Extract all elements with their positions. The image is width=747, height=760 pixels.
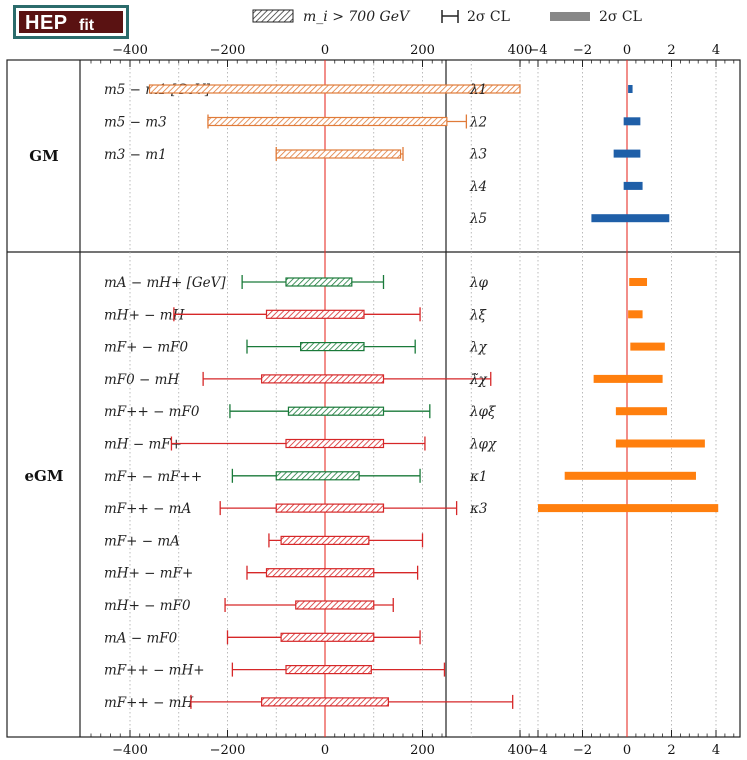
legend-hatched-swatch <box>252 9 294 23</box>
egm-coupling-bar <box>564 471 696 480</box>
egm-mass-label: mH+ − mF0 <box>104 598 191 614</box>
egm-mass-label: mF++ − mA <box>104 501 191 517</box>
egm-hatched-box <box>261 697 389 707</box>
egm-hatched-box <box>280 632 375 642</box>
right-tick-label-top: 4 <box>712 43 720 58</box>
egm-hatched-box <box>275 471 360 481</box>
egm-coupling-bar <box>628 310 643 319</box>
egm-hatched-box <box>287 406 385 416</box>
egm-mass-label: mH+ − mH <box>104 307 185 323</box>
right-tick-label-top: −2 <box>573 43 592 58</box>
right-tick-label-top: 0 <box>623 43 631 58</box>
egm-coupling-label: κ1 <box>469 469 487 485</box>
egm-coupling-bar <box>538 504 719 513</box>
right-tick-label-bottom: 2 <box>667 743 675 758</box>
logo-hep-text: HEP <box>25 12 68 34</box>
left-tick-label-top: −200 <box>210 43 246 58</box>
left-tick-label-top: 0 <box>321 43 329 58</box>
gm-coupling-label: λ2 <box>469 114 487 130</box>
legend: m_i > 700 GeV 2σ CL 2σ CL <box>252 9 642 25</box>
egm-coupling-bar <box>630 342 665 351</box>
section-label-gm: GM <box>29 147 58 165</box>
egm-hatched-box <box>275 503 385 513</box>
right-tick-label-top: −4 <box>528 43 547 58</box>
egm-coupling-bar <box>615 439 705 448</box>
legend-errorbar-label: 2σ CL <box>467 9 510 25</box>
gm-hatched-box <box>275 149 402 159</box>
right-tick-label-bottom: 0 <box>623 743 631 758</box>
gm-coupling-bar <box>591 214 670 223</box>
right-tick-label-bottom: 4 <box>712 743 720 758</box>
right-tick-label-top: 2 <box>667 43 675 58</box>
egm-mass-label: mF++ − mH <box>104 695 193 711</box>
gm-coupling-label: λ5 <box>469 211 487 227</box>
egm-hatched-box <box>300 342 365 352</box>
gm-coupling-bar <box>613 149 641 158</box>
gm-coupling-bar <box>623 181 643 190</box>
gm-mass-label: m3 − m1 <box>104 147 167 163</box>
egm-coupling-label: λφ <box>469 275 489 291</box>
egm-coupling-bar <box>615 407 668 416</box>
gm-coupling-label: λ1 <box>469 82 487 98</box>
gm-hatched-box <box>148 84 521 94</box>
egm-hatched-box <box>285 277 353 287</box>
legend-solid-swatch <box>550 12 590 21</box>
egm-mass-label: mF++ − mH+ <box>104 663 205 679</box>
logo-fit-text: fit <box>79 17 95 34</box>
egm-mass-label: mF+ − mA <box>104 533 180 549</box>
egm-coupling-label: λφξ <box>469 404 496 420</box>
gm-coupling-bar <box>623 117 641 126</box>
egm-mass-label: mF0 − mH <box>104 372 179 388</box>
egm-mass-label: mH+ − mF+ <box>104 566 193 582</box>
gm-coupling-bar <box>628 85 633 93</box>
egm-mass-label: mF+ − mF++ <box>104 469 202 485</box>
gm-mass-label: m5 − m3 <box>104 115 167 131</box>
right-tick-label-bottom: −2 <box>573 743 592 758</box>
left-tick-label-top: 400 <box>508 43 533 58</box>
left-tick-label-top: −400 <box>112 43 148 58</box>
egm-mass-label: mA − mF0 <box>104 630 178 646</box>
egm-coupling-label: κ3 <box>469 501 487 517</box>
left-tick-label-bottom: −200 <box>210 743 246 758</box>
egm-coupling-bar <box>629 278 648 286</box>
egm-hatched-box <box>261 374 385 384</box>
left-tick-label-bottom: −400 <box>112 743 148 758</box>
hepfit-logo: HEP fit <box>13 5 129 39</box>
egm-hatched-box <box>265 568 375 578</box>
gm-coupling-label: λ4 <box>469 179 487 195</box>
egm-hatched-box <box>280 535 370 546</box>
egm-coupling-label: λξ <box>469 307 487 323</box>
egm-mass-label: mH − mF+ <box>104 437 182 453</box>
left-tick-label-bottom: 0 <box>321 743 329 758</box>
egm-mass-label: mA − mH+ [GeV] <box>104 275 226 291</box>
egm-coupling-label: λχ <box>469 340 488 356</box>
legend-hatched-label: m_i > 700 GeV <box>303 9 411 25</box>
section-label-egm: eGM <box>25 467 64 485</box>
left-tick-label-bottom: 400 <box>508 743 533 758</box>
egm-hatched-box <box>285 438 385 449</box>
egm-mass-label: mF++ − mF0 <box>104 404 200 420</box>
egm-coupling-label: λφχ <box>469 437 497 453</box>
egm-mass-label: mF+ − mF0 <box>104 340 189 356</box>
egm-hatched-box <box>285 664 372 675</box>
legend-solid-label: 2σ CL <box>599 9 642 25</box>
left-tick-label-bottom: 200 <box>410 743 435 758</box>
egm-coupling-bar <box>593 374 663 383</box>
gm-hatched-box <box>207 116 448 127</box>
egm-hatched-box <box>265 309 365 319</box>
gm-coupling-label: λ3 <box>469 147 487 163</box>
left-tick-label-top: 200 <box>410 43 435 58</box>
right-tick-label-bottom: −4 <box>528 743 547 758</box>
egm-hatched-box <box>295 600 375 610</box>
egm-coupling-label: λ̃χ <box>469 372 488 388</box>
